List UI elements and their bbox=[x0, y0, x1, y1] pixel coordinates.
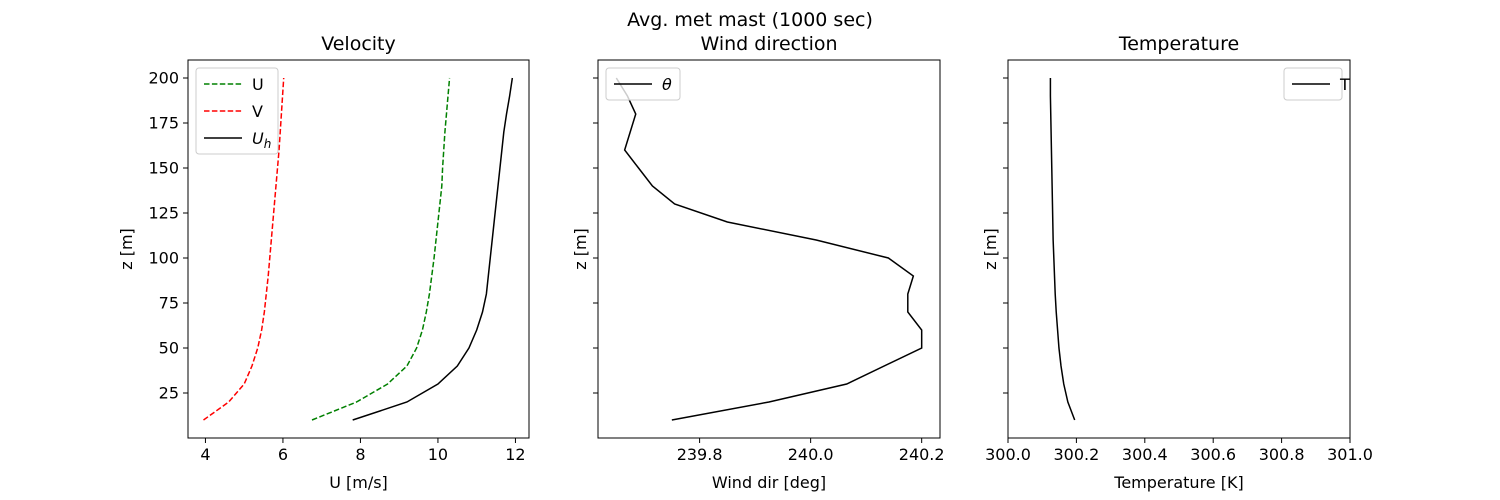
subplot-title: Velocity bbox=[321, 33, 396, 55]
x-tick-label: 10 bbox=[428, 445, 448, 464]
plot-frame bbox=[1007, 59, 1351, 439]
x-axis-label: Temperature [K] bbox=[1113, 473, 1243, 492]
legend-label: T bbox=[1339, 75, 1350, 94]
y-tick-label: 125 bbox=[148, 204, 179, 223]
series-line-2 bbox=[203, 77, 285, 421]
y-tick-label: 100 bbox=[148, 249, 179, 268]
x-tick-label: 300.4 bbox=[1122, 445, 1168, 464]
x-tick-label: 6 bbox=[278, 445, 288, 464]
y-tick-label: 175 bbox=[148, 114, 179, 133]
plot-frame bbox=[597, 59, 941, 439]
x-tick-label: 240.2 bbox=[899, 445, 945, 464]
subplot-1: Velocity 4 6 8 10 12 25 50 75 100 125 150 175 200 U [m… bbox=[117, 33, 530, 492]
x-tick-label: 240.0 bbox=[788, 445, 834, 464]
series-line-1 bbox=[311, 77, 451, 421]
x-tick-label: 4 bbox=[200, 445, 210, 464]
x-tick-label: 300.0 bbox=[985, 445, 1031, 464]
figure-title: Avg. met mast (1000 sec) bbox=[627, 9, 873, 31]
series-line-1 bbox=[615, 77, 923, 421]
legend-label: V bbox=[252, 102, 263, 121]
series-line-1 bbox=[1049, 78, 1076, 421]
x-tick-label: 239.8 bbox=[677, 445, 723, 464]
x-tick-label: 300.2 bbox=[1053, 445, 1099, 464]
x-tick-label: 301.0 bbox=[1327, 445, 1373, 464]
x-axis-label: U [m/s] bbox=[329, 473, 388, 492]
legend-label: Uh bbox=[252, 129, 271, 151]
y-tick-label: 25 bbox=[159, 384, 179, 403]
subplot-title: Temperature bbox=[1118, 33, 1239, 55]
subplot-title: Wind direction bbox=[700, 33, 837, 55]
x-axis-label: Wind dir [deg] bbox=[712, 473, 826, 492]
series-line-3 bbox=[352, 77, 514, 421]
y-tick-label: 75 bbox=[159, 294, 179, 313]
x-tick-label: 300.8 bbox=[1259, 445, 1305, 464]
y-axis-label: z [m] bbox=[981, 228, 1000, 270]
subplot-2: Wind direction 239.8 240.0 240.2 Wind dir [d… bbox=[571, 33, 945, 492]
plot-frame bbox=[187, 59, 530, 439]
y-tick-label: 200 bbox=[148, 69, 179, 88]
legend: θ bbox=[605, 67, 681, 101]
subplots: Velocity 4 6 8 10 12 25 50 75 100 125 150 175 200 U [m… bbox=[117, 33, 1373, 492]
x-tick-label: 8 bbox=[355, 445, 365, 464]
x-tick-label: 300.6 bbox=[1190, 445, 1236, 464]
y-tick-label: 150 bbox=[148, 159, 179, 178]
y-axis-label: z [m] bbox=[117, 228, 136, 270]
legend: UV Uh bbox=[195, 67, 279, 155]
subplot-3: Temperature 300.0 300.2 300.4 300.6 300.8 301.… bbox=[981, 33, 1373, 492]
legend-label: U bbox=[252, 75, 264, 94]
y-axis-label: z [m] bbox=[571, 228, 590, 270]
legend: T bbox=[1283, 67, 1350, 101]
y-tick-label: 50 bbox=[159, 339, 179, 358]
x-tick-label: 12 bbox=[505, 445, 525, 464]
legend-label: θ bbox=[662, 75, 672, 94]
